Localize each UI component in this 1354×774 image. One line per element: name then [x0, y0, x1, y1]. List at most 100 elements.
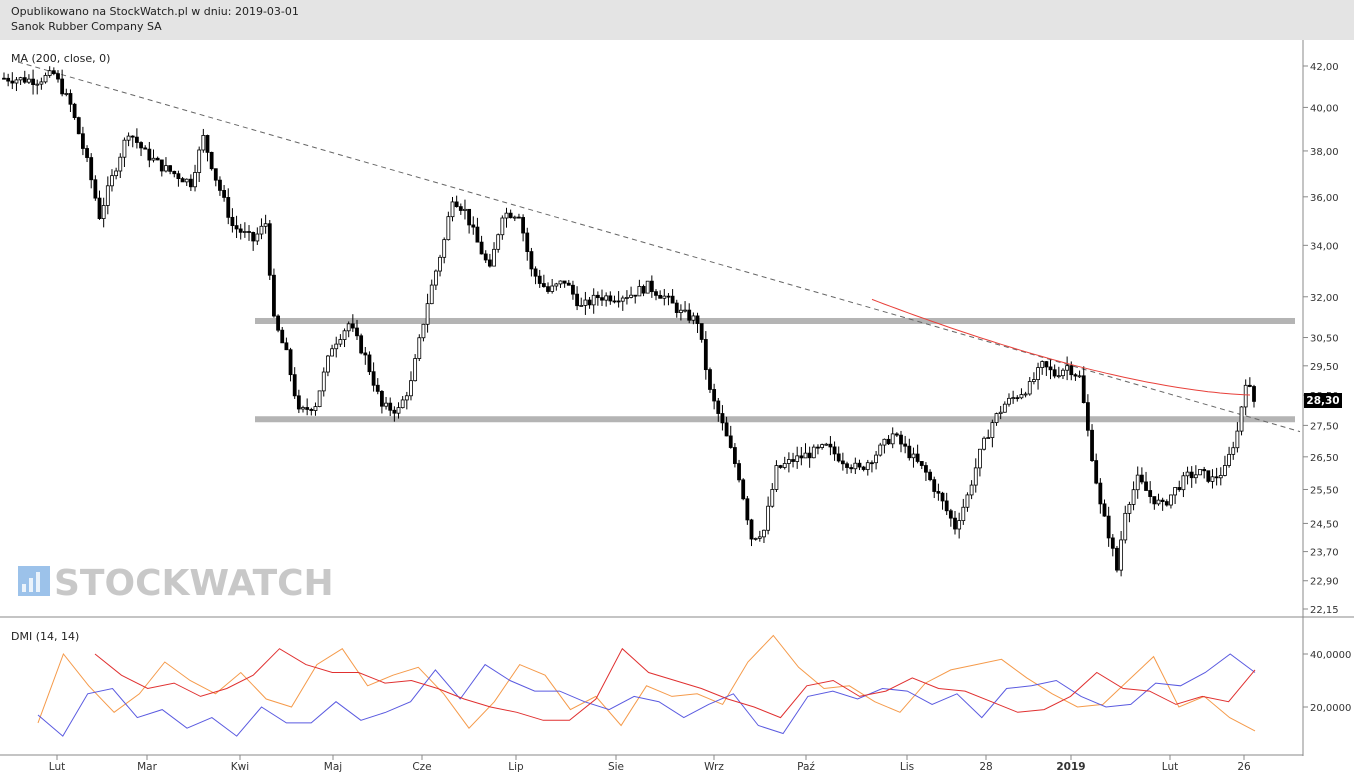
candle-body	[475, 226, 480, 243]
candle-body	[380, 390, 384, 407]
candle-body	[43, 75, 48, 83]
price-tick-label: 30,50	[1310, 334, 1339, 345]
candle-body	[1081, 375, 1086, 404]
candle-body	[720, 413, 725, 424]
candle-body	[101, 205, 106, 219]
candle-body	[467, 208, 472, 226]
candle-body	[68, 93, 73, 105]
candle-body	[409, 380, 413, 397]
candle-body	[1148, 490, 1153, 497]
candle-body	[155, 157, 160, 161]
candle-body	[965, 494, 970, 508]
candle-body	[832, 446, 837, 455]
candle-body	[737, 463, 741, 481]
candle-body	[259, 225, 264, 235]
candle-body	[944, 500, 949, 512]
candle-body	[168, 165, 173, 172]
price-tick-label: 24,50	[1310, 519, 1339, 530]
candle-body	[915, 453, 920, 462]
candle-body	[18, 77, 23, 81]
candle-body	[778, 465, 783, 468]
candle-body	[118, 156, 123, 172]
candle-body	[122, 139, 127, 158]
candle-body	[60, 78, 65, 95]
candle-body	[334, 343, 339, 350]
candle-body	[238, 228, 243, 233]
last-price-tag: 28,30	[1304, 393, 1342, 408]
watermark-text: STOCKWATCH	[54, 563, 334, 604]
candle-body	[188, 178, 193, 188]
candle-body	[907, 445, 912, 459]
candle-body	[342, 330, 347, 340]
candle-body	[193, 172, 197, 188]
candle-body	[969, 484, 974, 496]
candle-body	[209, 151, 214, 170]
candle-body	[562, 280, 567, 284]
candle-body	[375, 384, 380, 392]
candle-body	[791, 459, 795, 462]
candle-body	[471, 224, 476, 228]
time-tick-label: 2019	[1056, 761, 1085, 773]
candle-body	[820, 444, 825, 448]
candle-body	[305, 407, 310, 410]
candle-body	[1247, 384, 1252, 387]
candle-body	[296, 395, 301, 410]
candle-body	[799, 455, 804, 459]
candle-body	[749, 519, 754, 540]
candle-body	[878, 444, 883, 456]
candle-body	[1239, 406, 1244, 432]
candle-body	[741, 479, 746, 500]
candle-body	[487, 259, 492, 267]
candle-body	[998, 411, 1003, 414]
candle-body	[272, 274, 276, 317]
time-tick-label: 26	[1237, 761, 1251, 773]
candle-body	[201, 135, 206, 151]
candle-body	[1135, 474, 1140, 491]
candle-body	[554, 283, 559, 287]
candle-body	[973, 467, 978, 486]
candle-body	[367, 354, 372, 373]
candle-body	[803, 452, 808, 459]
candle-body	[14, 79, 19, 84]
candle-body	[355, 327, 359, 337]
candle-body	[1160, 499, 1165, 502]
ma-200-line	[871, 298, 1251, 396]
candle-body	[654, 291, 658, 296]
candle-body	[1065, 365, 1070, 371]
candle-body	[595, 294, 600, 299]
candle-body	[1181, 475, 1186, 491]
candle-body	[458, 206, 463, 211]
time-tick-label: Paź	[797, 761, 815, 773]
candle-body	[31, 78, 35, 86]
candle-body	[1218, 475, 1223, 479]
candle-body	[500, 217, 505, 236]
candle-body	[280, 329, 285, 344]
candle-body	[388, 402, 393, 411]
candle-body	[521, 217, 526, 234]
price-tick-label: 25,50	[1310, 485, 1339, 496]
candle-body	[1115, 547, 1119, 571]
candle-body	[691, 315, 696, 321]
candle-body	[666, 295, 671, 298]
candle-body	[924, 465, 928, 473]
time-tick-label: Lut	[1162, 761, 1178, 773]
candle-body	[1127, 504, 1132, 514]
price-tick-label: 27,50	[1310, 421, 1339, 432]
candle-body	[255, 233, 260, 242]
candle-body	[811, 446, 816, 459]
candle-body	[512, 216, 517, 219]
dmi-tick-label: 40,0000	[1310, 650, 1351, 661]
candle-body	[882, 438, 887, 446]
candle-body	[134, 136, 139, 143]
header-bar: Opublikowano na StockWatch.pl w dniu: 20…	[0, 0, 1354, 40]
candle-body	[703, 339, 708, 371]
candle-body	[230, 216, 235, 227]
time-tick-label: Lis	[900, 761, 914, 773]
time-tick-label: Maj	[324, 761, 342, 773]
price-tick-label: 42,00	[1310, 62, 1339, 73]
candle-body	[110, 175, 114, 187]
candle-body	[1110, 537, 1115, 549]
candle-body	[197, 149, 202, 173]
candle-body	[317, 390, 322, 408]
candle-body	[600, 297, 604, 301]
